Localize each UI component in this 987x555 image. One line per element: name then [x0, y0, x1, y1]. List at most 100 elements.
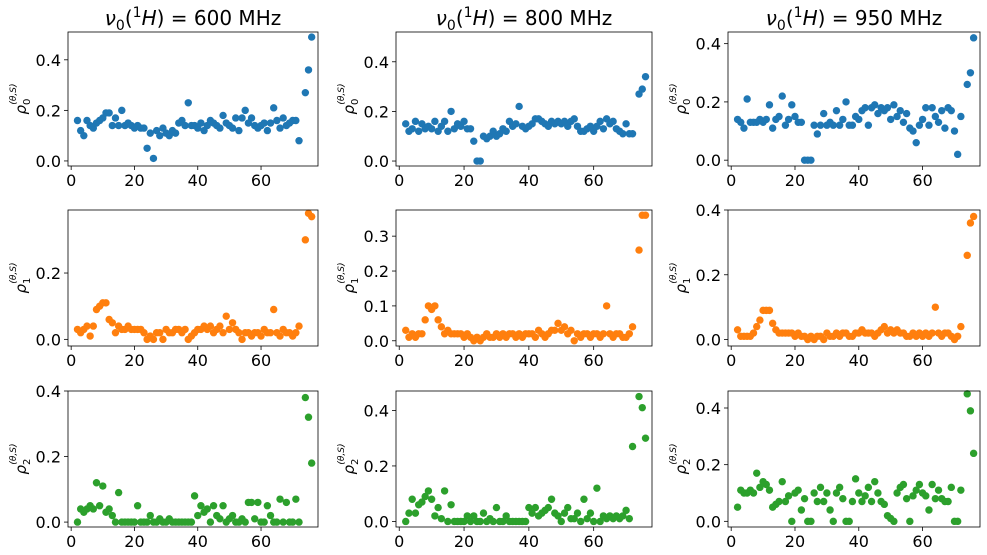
data-point: [263, 126, 272, 135]
data-point: [861, 492, 869, 500]
data-point: [609, 117, 617, 126]
x-tick-label: 40: [849, 532, 869, 551]
data-point: [740, 124, 748, 132]
data-point: [228, 124, 237, 132]
y-tick-label: 0.1: [364, 297, 389, 316]
y-tick-label: 0.4: [364, 53, 389, 72]
data-point: [953, 332, 962, 340]
data-point: [171, 129, 180, 137]
axes-frame: [67, 209, 319, 347]
data-point: [762, 115, 770, 124]
data-point: [753, 322, 761, 331]
data-point: [431, 512, 439, 520]
data-point: [969, 449, 978, 458]
data-point: [444, 127, 452, 135]
y-axis-label: ρ1(θ,S): [9, 262, 33, 293]
data-point: [266, 329, 275, 337]
data-point: [86, 332, 94, 340]
data-point: [307, 459, 316, 467]
data-point: [638, 85, 646, 93]
data-point: [499, 517, 507, 526]
data-point: [102, 299, 110, 307]
data-point: [411, 509, 420, 517]
data-point: [470, 512, 478, 520]
data-point: [628, 323, 637, 331]
axes-frame: [395, 209, 653, 347]
data-point: [203, 505, 211, 513]
data-point: [241, 106, 249, 115]
data-point: [99, 482, 107, 490]
data-point: [92, 479, 101, 487]
data-point: [232, 114, 240, 122]
data-point: [476, 157, 484, 165]
data-point: [902, 494, 911, 503]
data-point: [829, 121, 837, 129]
x-tick-label: 40: [849, 351, 869, 370]
data-point: [73, 518, 82, 526]
data-point: [434, 503, 442, 512]
data-point: [279, 114, 287, 122]
data-point: [931, 112, 940, 121]
data-point: [440, 487, 449, 495]
data-point: [797, 118, 806, 127]
y-tick-label: 0.4: [696, 399, 721, 418]
x-tick-label: 0: [726, 532, 736, 551]
data-point: [235, 329, 243, 337]
y-tick-label: 0.0: [36, 152, 61, 171]
data-point: [156, 131, 164, 140]
data-point: [589, 517, 598, 526]
data-point: [133, 501, 142, 510]
data-point: [628, 442, 637, 451]
x-tick-label: 60: [251, 351, 271, 370]
data-point: [143, 518, 151, 526]
data-point: [928, 104, 936, 112]
data-point: [781, 121, 790, 129]
data-point: [848, 497, 857, 506]
data-point: [206, 518, 215, 526]
data-point: [437, 323, 446, 331]
data-point: [80, 131, 88, 140]
data-point: [421, 492, 429, 501]
data-point: [896, 106, 904, 115]
data-point: [778, 92, 786, 100]
data-point: [871, 477, 879, 486]
axes-frame: [67, 31, 319, 167]
data-point: [813, 497, 822, 506]
data-point: [756, 483, 764, 492]
data-point: [638, 403, 646, 412]
data-point: [886, 115, 895, 124]
data-point: [266, 511, 275, 520]
data-point: [969, 34, 978, 42]
data-point: [641, 211, 650, 219]
data-point: [938, 106, 946, 115]
data-point: [301, 88, 310, 97]
data-point: [402, 326, 410, 335]
data-point: [925, 506, 933, 514]
x-tick-label: 0: [66, 351, 76, 370]
data-point: [219, 501, 227, 510]
data-point: [276, 495, 284, 503]
data-point: [460, 117, 468, 126]
x-tick-label: 0: [394, 171, 404, 190]
subplot-4: 0 20 40 60 0.0 0.2ρ1(θ,S): [9, 209, 319, 370]
data-point: [492, 503, 501, 512]
subplot-title: ν0(1H) = 600 MHz: [105, 5, 281, 34]
data-point: [105, 109, 113, 117]
data-point: [502, 127, 510, 135]
y-tick-label: 0.2: [696, 93, 721, 112]
data-point: [826, 506, 834, 514]
x-tick-label: 0: [394, 532, 404, 551]
data-point: [893, 489, 901, 497]
x-tick-label: 20: [124, 351, 144, 370]
data-point: [797, 506, 806, 514]
data-point: [947, 106, 955, 115]
data-point: [431, 302, 439, 310]
data-point: [915, 121, 924, 129]
data-point: [402, 120, 410, 128]
data-point: [194, 511, 202, 520]
data-point: [864, 121, 873, 129]
y-axis-label: ρ2(θ,S): [669, 443, 693, 474]
data-point: [118, 106, 126, 115]
data-point: [238, 114, 246, 122]
data-point: [197, 501, 205, 510]
